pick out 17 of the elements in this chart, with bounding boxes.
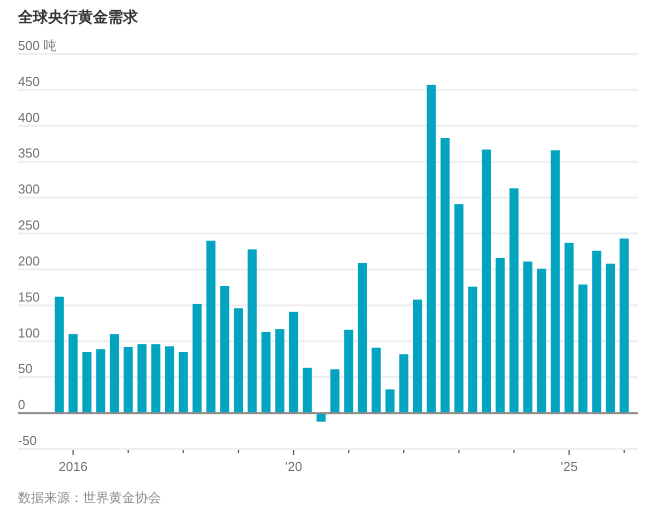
- y-tick-label: 250: [18, 218, 40, 233]
- x-tick-label: 2016: [58, 459, 88, 474]
- title: 全球央行黄金需求: [18, 9, 138, 26]
- y-tick-label: 50: [18, 361, 32, 376]
- y-tick-label: 400: [18, 110, 40, 125]
- y-tick-label: 500 吨: [18, 38, 56, 53]
- y-tick-label: -50: [18, 433, 37, 448]
- y-tick-label: 450: [18, 74, 40, 89]
- x-tick-label: ’20: [284, 459, 302, 474]
- x-tick-label: ’25: [560, 459, 578, 474]
- y-tick-label: 300: [18, 182, 40, 197]
- y-tick-label: 350: [18, 146, 40, 161]
- y-tick-label: 200: [18, 253, 40, 268]
- y-tick-label: 150: [18, 289, 40, 304]
- y-tick-label: 100: [18, 325, 40, 340]
- y-tick-label: 0: [18, 397, 26, 412]
- annotation: 数据来源：世界黄金协会: [18, 490, 161, 505]
